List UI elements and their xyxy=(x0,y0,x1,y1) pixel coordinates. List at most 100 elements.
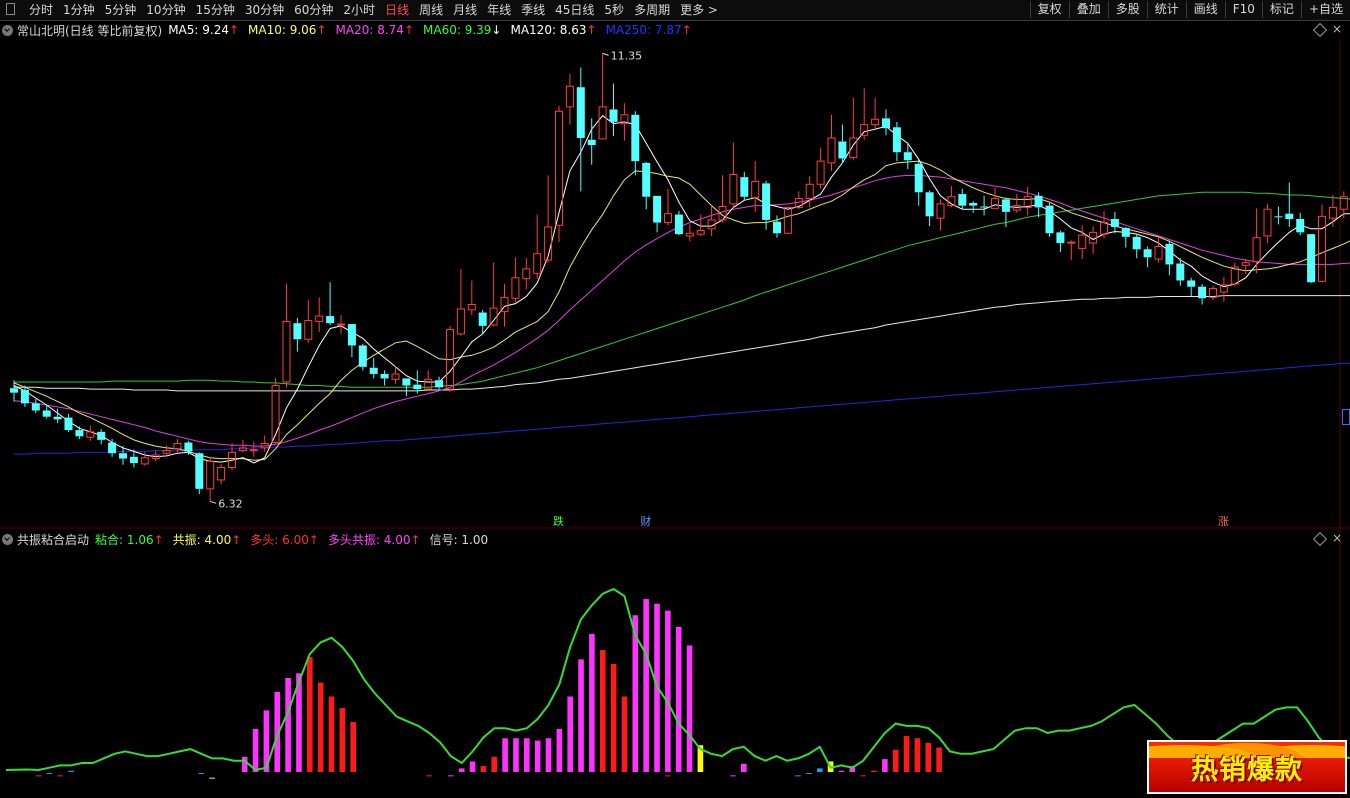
candle-body xyxy=(129,456,138,464)
candle-body xyxy=(925,192,934,217)
candle xyxy=(1067,240,1076,260)
candle-body xyxy=(936,203,945,219)
indicator-settings-icon[interactable] xyxy=(2,533,13,545)
candle xyxy=(413,370,422,394)
candle xyxy=(467,280,476,316)
candle xyxy=(1318,204,1326,283)
candle-body xyxy=(489,307,498,326)
tool-buttons: 复权 叠加 多股 统计 画线 F10 标记 +自选 xyxy=(1029,1,1350,18)
candle xyxy=(762,180,771,230)
tool-button[interactable]: 复权 xyxy=(1029,1,1069,18)
period-tab[interactable]: 分时 xyxy=(29,3,54,17)
period-tab[interactable]: 5分钟 xyxy=(104,3,137,17)
candle xyxy=(1274,206,1283,225)
period-tab[interactable]: 30分钟 xyxy=(244,3,285,17)
tool-button[interactable]: 统计 xyxy=(1146,1,1186,18)
candle xyxy=(991,187,999,210)
event-marker: 涨 xyxy=(1218,515,1229,528)
candle xyxy=(740,171,749,201)
candle-body xyxy=(402,378,411,386)
indicator-bar xyxy=(849,766,856,772)
period-tab[interactable]: 45日线 xyxy=(555,3,595,17)
tool-button[interactable]: 标记 xyxy=(1261,1,1301,18)
period-tab[interactable]: 季线 xyxy=(521,3,546,17)
candle-body xyxy=(762,183,771,220)
period-tab[interactable]: 日线 xyxy=(385,3,410,17)
indicator-close-icon[interactable]: × xyxy=(1331,531,1342,545)
indicator-bar xyxy=(860,775,866,777)
candle xyxy=(947,186,956,208)
period-tab[interactable]: 周线 xyxy=(419,3,444,17)
candle-body xyxy=(1143,249,1152,258)
period-tab[interactable]: 10分钟 xyxy=(146,3,186,17)
period-tab[interactable]: 月线 xyxy=(453,3,478,17)
indicator-item: 信号: 1.00 xyxy=(430,531,489,548)
promo-badge: 热销爆款 xyxy=(1147,740,1347,794)
tool-button[interactable]: F10 xyxy=(1224,1,1262,18)
indicator-bar xyxy=(274,691,281,772)
candle-body xyxy=(751,181,760,199)
candle-body xyxy=(947,196,956,207)
period-tab[interactable]: 1分钟 xyxy=(63,3,95,17)
candle-body xyxy=(631,114,640,162)
promo-text: 热销爆款 xyxy=(1191,754,1303,786)
period-tab[interactable]: 60分钟 xyxy=(294,3,334,17)
indicator-bar xyxy=(524,738,530,772)
panel-toggle-icon[interactable] xyxy=(6,3,15,15)
candle xyxy=(1154,236,1163,263)
candle xyxy=(892,121,901,162)
stock-title: 常山北明(日线 等比前复权) xyxy=(17,23,163,38)
high-price-label: 11.35 xyxy=(611,49,643,62)
candle-body xyxy=(10,388,18,393)
candle xyxy=(402,378,411,397)
candle xyxy=(42,405,51,419)
candle-body xyxy=(413,384,422,390)
period-tab[interactable]: 5秒 xyxy=(604,3,625,17)
period-tab[interactable]: 多周期 xyxy=(634,3,671,17)
candle-body xyxy=(969,202,978,206)
candle-body xyxy=(991,198,999,209)
tool-button[interactable]: 画线 xyxy=(1185,1,1225,18)
tool-button[interactable]: +自选 xyxy=(1300,1,1350,18)
indicator-bar xyxy=(480,766,487,772)
chart-settings-icon[interactable] xyxy=(2,24,13,36)
candle-body xyxy=(293,323,302,340)
indicator-bar xyxy=(621,696,628,772)
candle xyxy=(1187,277,1196,297)
candle xyxy=(685,224,694,242)
candle-body xyxy=(1219,284,1228,293)
indicator-bar xyxy=(469,761,476,772)
candle xyxy=(1296,212,1305,236)
candle xyxy=(129,449,138,468)
candle xyxy=(424,370,433,390)
candle-body xyxy=(783,206,792,234)
candle-body xyxy=(1132,236,1141,250)
candle xyxy=(565,73,574,125)
candle xyxy=(674,210,683,236)
period-tab[interactable]: 更多 > xyxy=(680,3,718,17)
candle xyxy=(380,370,389,386)
candle-body xyxy=(871,118,880,126)
candle xyxy=(925,190,934,227)
candle-body xyxy=(882,118,890,129)
close-icon[interactable]: × xyxy=(1331,22,1342,36)
indicator-value: 多头共振: 4.00 xyxy=(327,532,411,547)
candle xyxy=(456,268,465,336)
candle xyxy=(1230,262,1239,287)
candle xyxy=(653,195,662,233)
ma-value: MA20: 8.74 xyxy=(335,23,404,37)
candle-body xyxy=(1318,215,1326,282)
period-tab[interactable]: 15分钟 xyxy=(195,3,235,17)
period-tab[interactable]: 2小时 xyxy=(343,3,376,17)
candle xyxy=(140,452,149,466)
candle-body xyxy=(522,268,531,280)
candle-body xyxy=(42,410,51,417)
indicator-bar xyxy=(317,682,324,772)
candle xyxy=(696,214,705,236)
candle-body xyxy=(97,431,106,440)
candle-body xyxy=(435,380,444,388)
tool-button[interactable]: 多股 xyxy=(1107,1,1147,18)
tool-button[interactable]: 叠加 xyxy=(1068,1,1108,18)
period-tab[interactable]: 年线 xyxy=(487,3,512,17)
indicator-bar xyxy=(534,740,541,772)
